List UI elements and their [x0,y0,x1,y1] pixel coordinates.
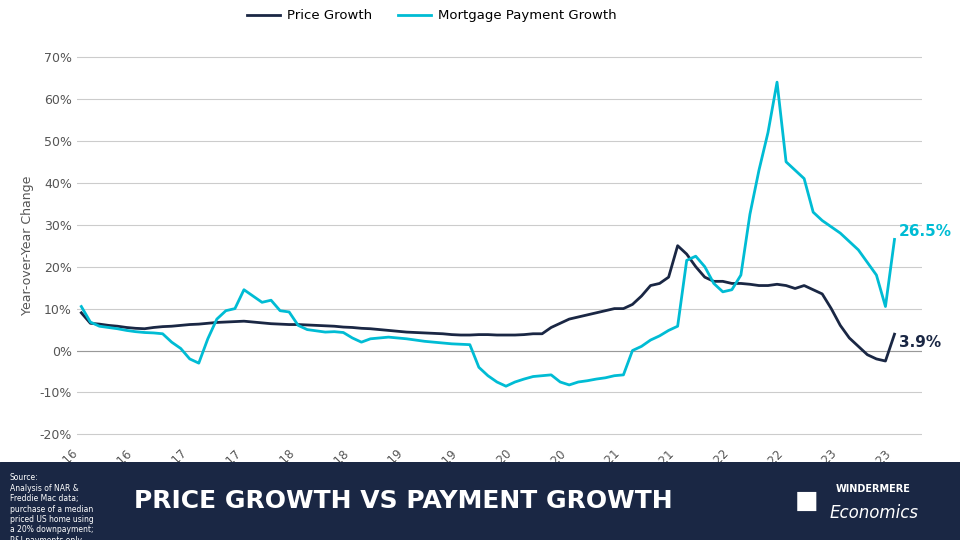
Y-axis label: Year-over-Year Change: Year-over-Year Change [21,176,34,315]
Text: Source:
Analysis of NAR &
Freddie Mac data;
purchase of a median
priced US home : Source: Analysis of NAR & Freddie Mac da… [10,474,93,540]
Text: Economics: Economics [829,504,918,522]
Text: WINDERMERE: WINDERMERE [836,484,911,494]
Legend: Price Growth, Mortgage Payment Growth: Price Growth, Mortgage Payment Growth [242,4,621,28]
Text: 3.9%: 3.9% [899,335,941,350]
Text: PRICE GROWTH VS PAYMENT GROWTH: PRICE GROWTH VS PAYMENT GROWTH [133,489,673,513]
Text: ■: ■ [795,489,818,513]
Text: 26.5%: 26.5% [899,224,952,239]
